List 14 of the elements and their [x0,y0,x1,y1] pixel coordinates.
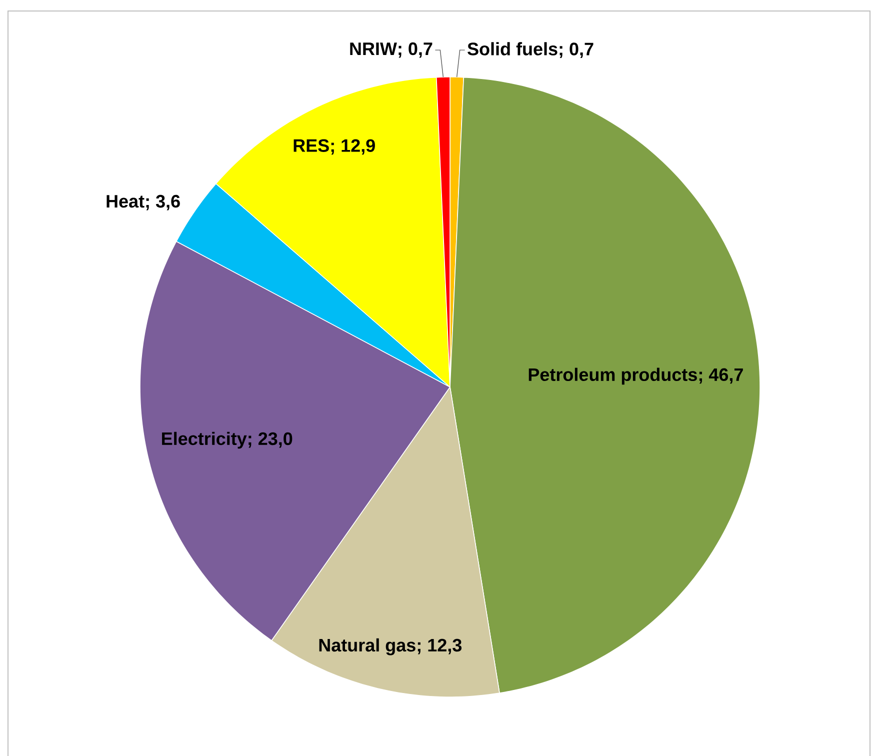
data-label: ; 23,0 [248,432,292,448]
slice-label: RES [294,139,329,152]
data-label: ; 0,7 [398,42,432,58]
slice-label: Electricity [162,432,247,449]
slice-label: Petroleum products [528,368,697,385]
data-label: ; 12,3 [418,638,462,654]
data-label: ; 3,6 [146,194,180,210]
slice-label: Natural gas [319,638,416,656]
slice-label: Heat [106,195,144,208]
slice-label: Solid fuels [468,42,558,56]
data-label: ; 12,9 [331,139,375,155]
data-label: ; 0,7 [560,42,594,58]
slice-label: NRIW [350,42,397,55]
data-label: ; 46,7 [699,368,743,384]
